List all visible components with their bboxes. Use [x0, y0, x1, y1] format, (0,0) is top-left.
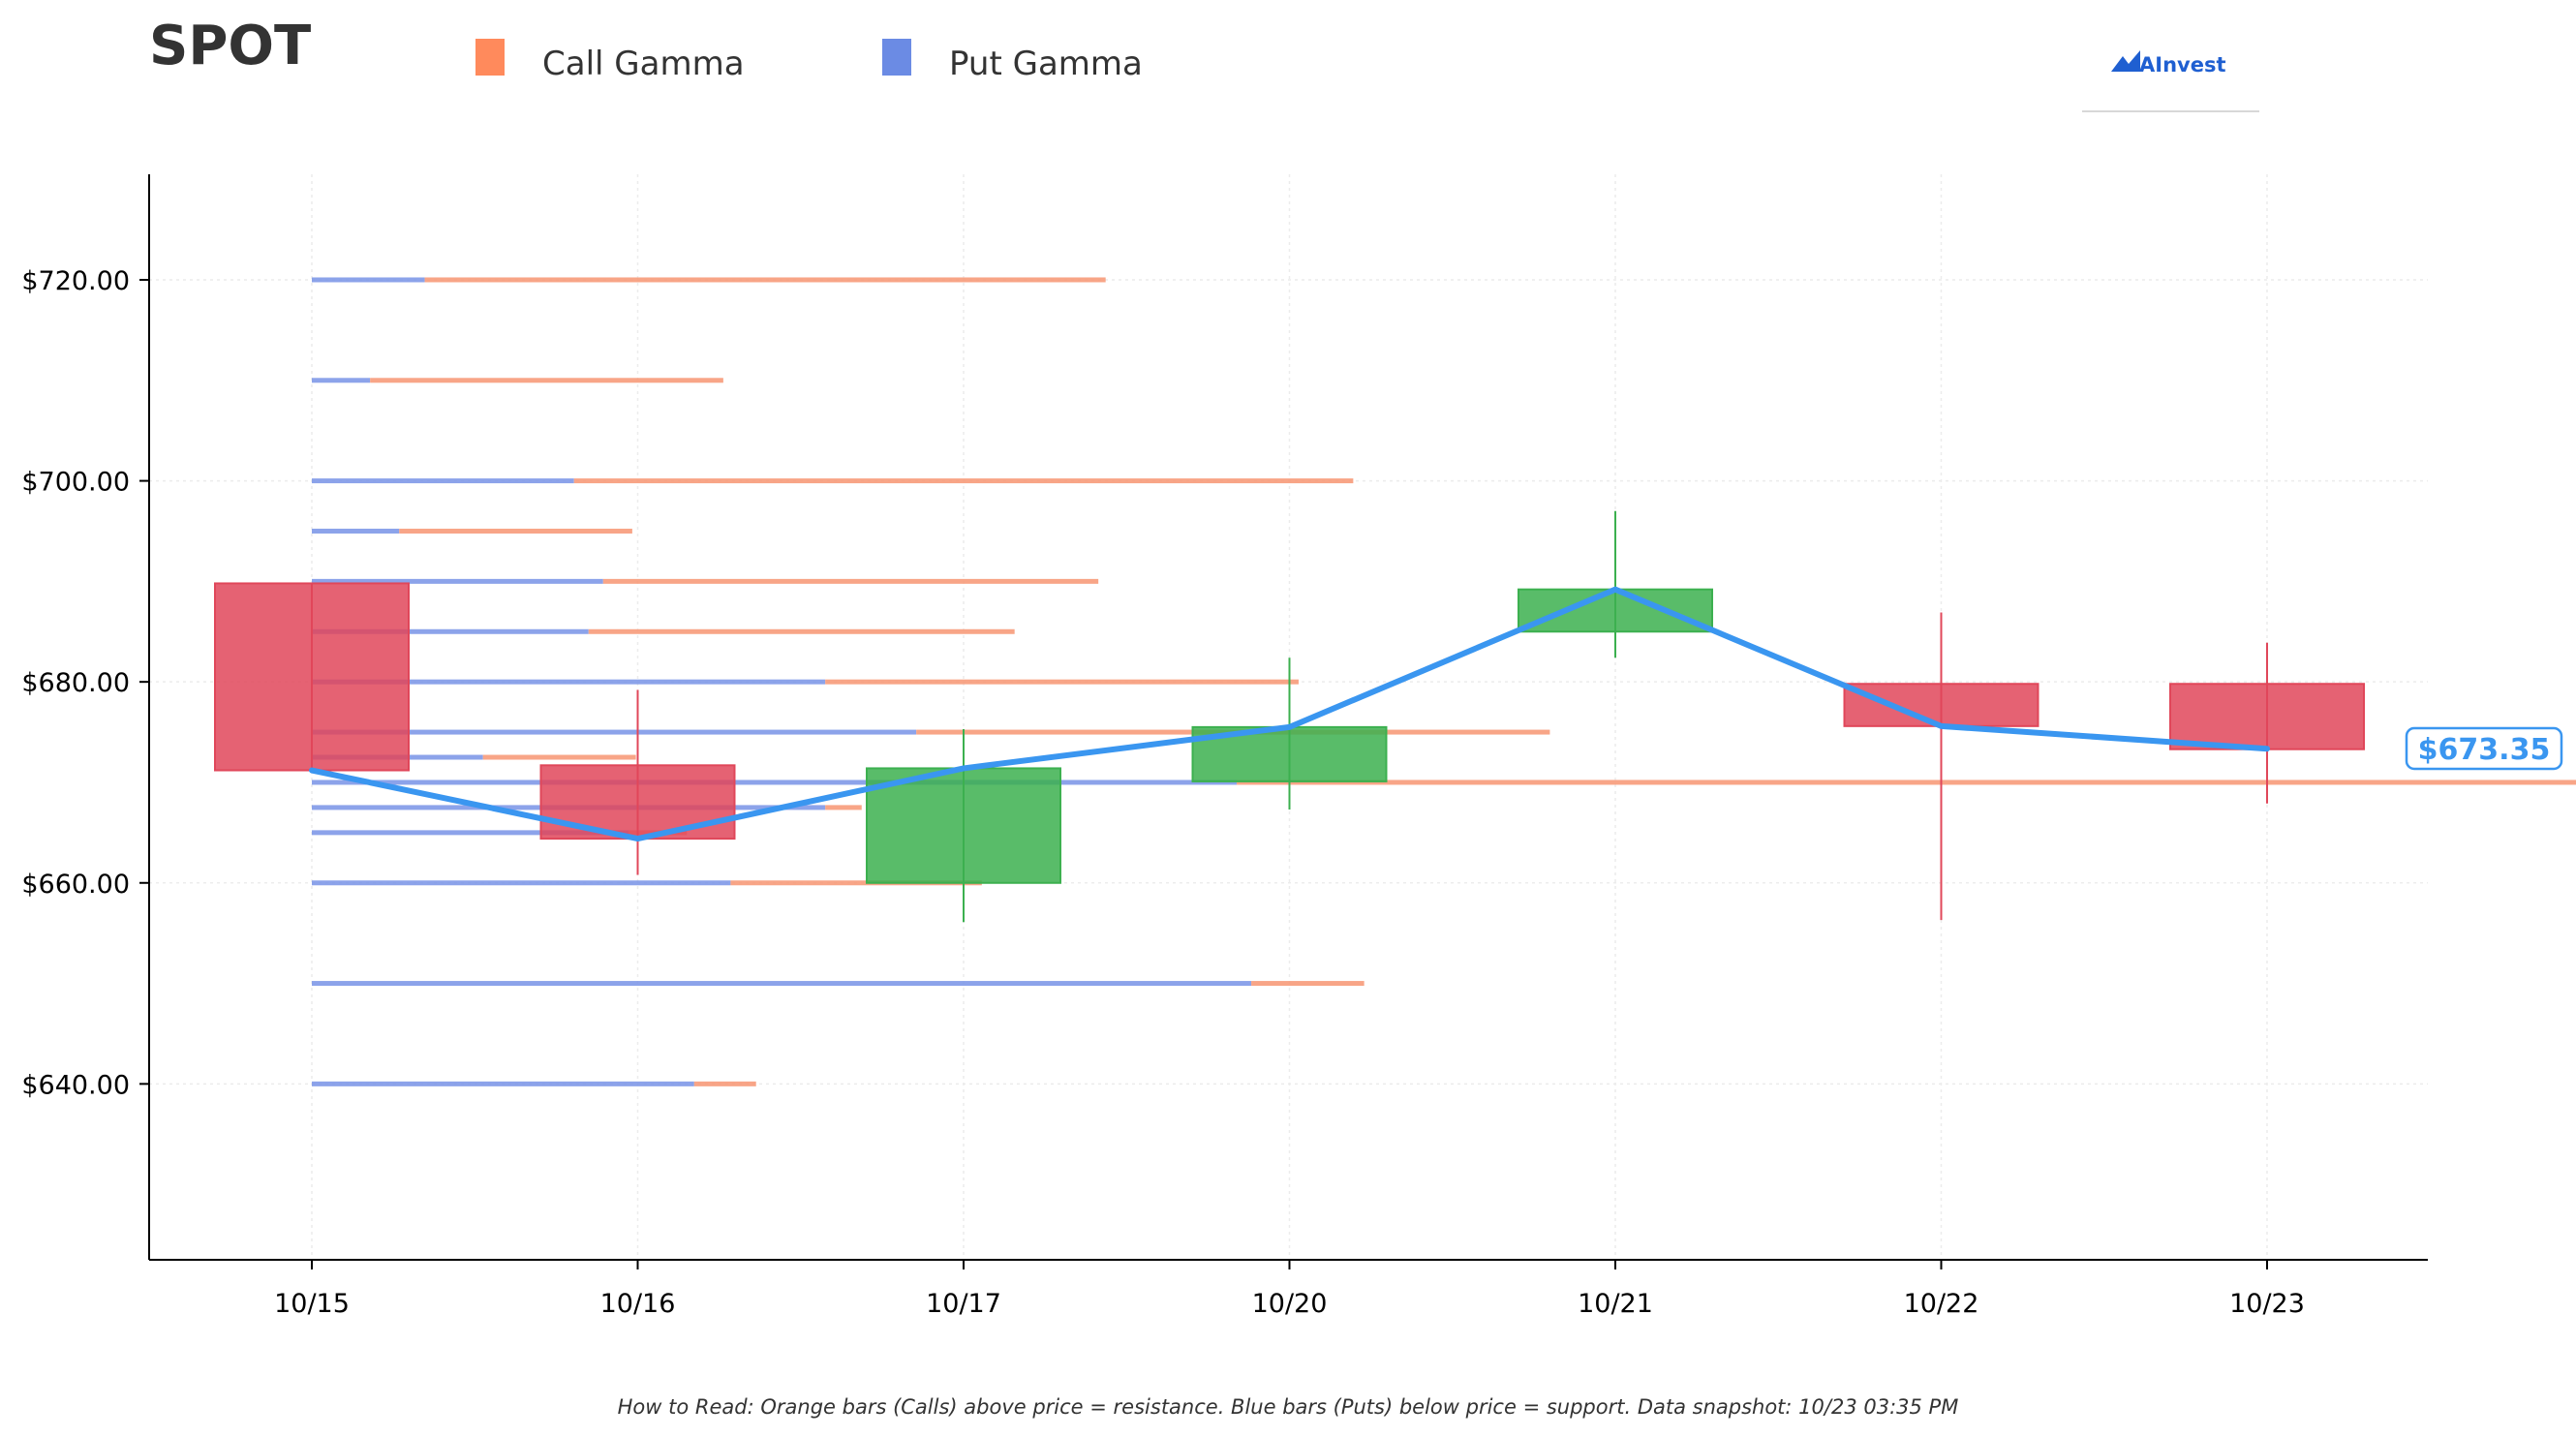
candle-body — [539, 764, 736, 841]
call-gamma-bar — [399, 528, 632, 534]
y-tick-label: $640.00 — [21, 1070, 130, 1100]
last-price-label: $673.35 — [2418, 733, 2551, 767]
put-gamma-bar — [312, 478, 574, 484]
call-gamma-legend-swatch — [475, 39, 505, 76]
candle-body — [1518, 588, 1713, 633]
put-gamma-bar — [312, 981, 1252, 987]
call-gamma-bar — [573, 478, 1354, 484]
x-tick-label: 10/20 — [1252, 1289, 1328, 1319]
x-tick-label: 10/21 — [1578, 1289, 1653, 1319]
x-tick-label: 10/15 — [274, 1289, 350, 1319]
last-price-badge: $673.35 — [2405, 726, 2563, 771]
x-tick-label: 10/23 — [2229, 1289, 2305, 1319]
x-tick-label: 10/17 — [926, 1289, 1001, 1319]
axes: $640.00 $660.00 $680.00 $700.00 $720.00 10/15… — [21, 174, 2428, 1319]
y-tick-label: $660.00 — [21, 870, 130, 900]
call-gamma-bar — [424, 277, 1106, 283]
put-gamma-bar — [312, 277, 425, 283]
call-gamma-bar — [825, 805, 862, 810]
ainvest-logo: AInvest — [2082, 50, 2259, 112]
put-gamma-legend-swatch — [882, 39, 911, 76]
candle-body — [214, 582, 410, 772]
candlesticks — [214, 510, 2365, 923]
call-gamma-bar — [1251, 981, 1365, 987]
y-tick-label: $680.00 — [21, 668, 130, 698]
call-gamma-bar — [825, 679, 1299, 685]
put-gamma-bar — [312, 1081, 694, 1086]
call-gamma-bar — [1237, 780, 2576, 785]
price-line-layer — [309, 586, 2270, 842]
put-gamma-bar — [312, 780, 1238, 785]
logo-chart-icon — [2111, 50, 2140, 72]
put-gamma-bar — [312, 528, 400, 534]
put-gamma-legend-label: Put Gamma — [949, 45, 1143, 83]
put-gamma-bar — [312, 830, 629, 836]
call-gamma-legend-label: Call Gamma — [542, 45, 745, 83]
put-gamma-bar — [312, 378, 371, 383]
ticker-title: SPOT — [149, 15, 311, 77]
call-gamma-bar — [693, 1081, 756, 1086]
put-gamma-bar — [312, 578, 603, 584]
call-gamma-bar — [588, 628, 1015, 634]
call-gamma-bar — [370, 378, 723, 383]
put-gamma-bar — [312, 880, 731, 886]
call-gamma-bar — [730, 880, 982, 886]
candle-body — [866, 767, 1061, 884]
candle-body — [2169, 683, 2365, 750]
call-gamma-bar — [482, 754, 636, 760]
price-line — [309, 586, 2270, 842]
last-price-box — [2405, 726, 2563, 771]
y-tick-label: $720.00 — [21, 266, 130, 296]
x-tick-label: 10/16 — [600, 1289, 676, 1319]
put-gamma-bar — [312, 729, 917, 735]
how-to-read-note: How to Read: Orange bars (Calls) above p… — [618, 1395, 1959, 1419]
brand-name: AInvest — [2139, 53, 2226, 76]
candle-body — [1843, 683, 2039, 727]
x-tick-label: 10/22 — [1904, 1289, 1979, 1319]
put-gamma-bar — [312, 679, 826, 685]
put-gamma-bar — [312, 628, 589, 634]
call-gamma-bar — [602, 578, 1099, 584]
y-tick-label: $700.00 — [21, 468, 130, 498]
